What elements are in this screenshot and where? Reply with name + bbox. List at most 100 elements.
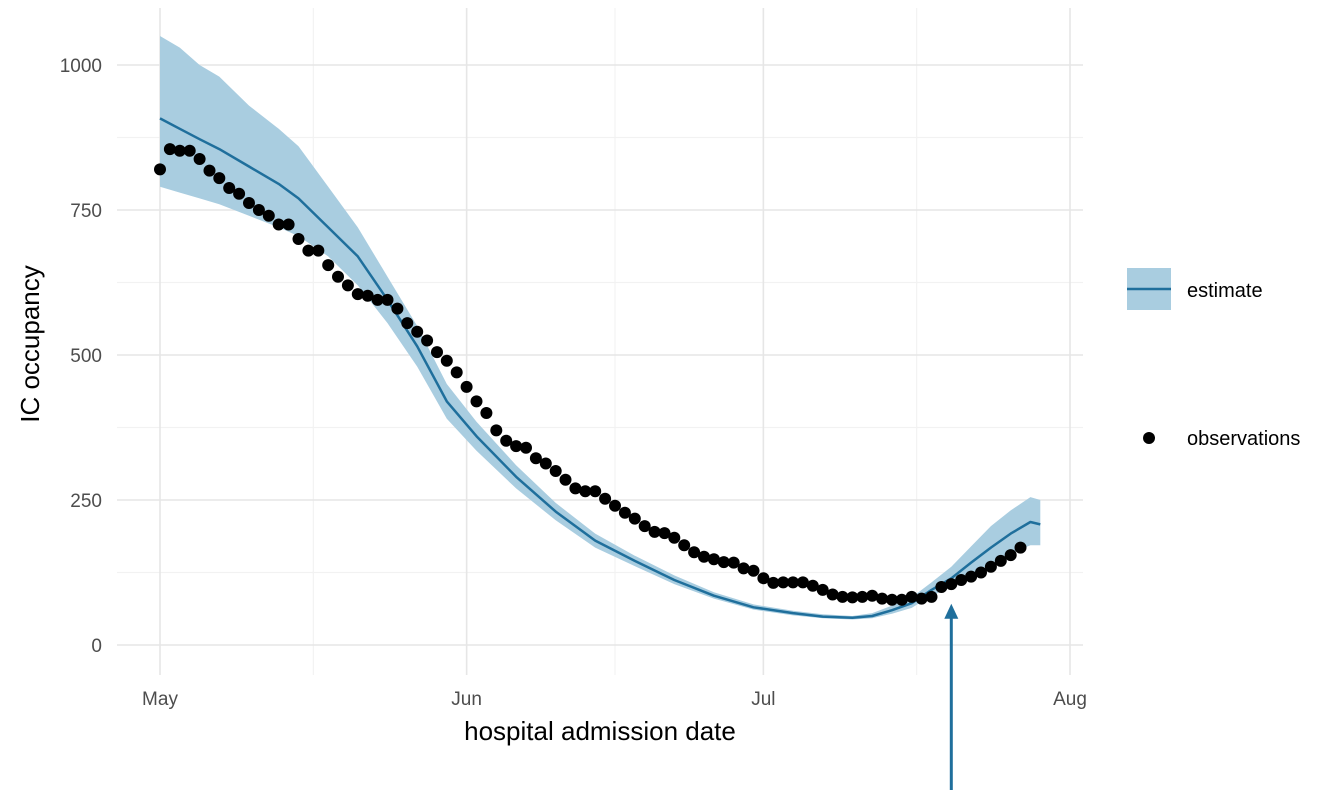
observation-point [658,527,671,540]
observation-point [272,218,285,231]
y-tick-label: 500 [70,346,102,367]
observation-point [243,197,255,209]
y-axis-title: IC occupancy [15,265,45,423]
observation-point [302,244,315,257]
observation-point [371,293,384,306]
observation-point [549,465,562,477]
legend-observations-label: observations [1187,428,1300,450]
observation-point [579,485,592,498]
observation-point [411,325,424,338]
annotation-arrow-head [944,603,959,619]
observation-point [233,187,246,200]
legend-item-estimate: estimate [1127,268,1263,310]
x-tick-label: May [142,689,178,710]
observation-point [757,572,770,585]
observation-point [183,144,196,157]
observation-point [351,288,364,301]
observation-point [965,570,978,583]
observation-points [154,143,1027,606]
observation-point [846,591,859,604]
observation-point [628,512,641,525]
observation-point [559,473,572,486]
observation-point [401,317,414,330]
observation-point [292,233,305,245]
observation-point [213,172,226,185]
observation-point [678,539,691,552]
observation-point [767,576,780,589]
observation-point [539,457,552,470]
observation-point [836,590,849,603]
observation-point [945,578,958,591]
observation-point [915,592,928,605]
observation-point [312,244,325,257]
observation-point [618,506,631,519]
observation-point [648,525,661,538]
observation-point [529,452,542,465]
observation-point [500,434,513,447]
observation-point [381,293,394,306]
observation-point [480,407,493,419]
observation-point [638,520,651,533]
observation-point [470,395,483,408]
observation-point [223,182,236,194]
observation-point [886,593,898,606]
observation-point [203,164,216,177]
observation-point [975,566,987,579]
observation-point [984,560,997,573]
estimate-band-layer [160,36,1041,620]
observation-point [569,482,582,495]
observation-point [994,554,1007,567]
observation-point [905,590,918,603]
observation-point [1014,541,1027,554]
observation-point [698,550,710,563]
observation-point [520,441,532,454]
y-tick-label: 750 [70,201,102,222]
observation-point [787,576,799,589]
observation-point [747,564,760,577]
estimate-uncertainty-band [160,36,1041,620]
observation-point [173,144,186,157]
x-tick-label: Jun [451,689,482,710]
observation-point [391,302,404,315]
observation-point [450,366,463,379]
observation-point [460,380,473,393]
observation-point [440,354,453,367]
y-tick-label: 250 [70,491,102,512]
observation-point [609,499,621,512]
x-tick-label: Jul [751,689,775,710]
x-axis-title: hospital admission date [464,716,736,746]
legend-observations-key [1143,432,1155,444]
y-axis-tick-labels: 0 250 500 750 1000 [60,56,102,657]
observation-point [737,562,750,575]
observation-point [955,574,968,586]
observation-point [856,590,869,603]
observation-point [154,163,166,176]
estimate-line-layer [159,117,1041,619]
observation-point [816,583,829,596]
observation-point [688,546,701,559]
observation-point [895,593,908,606]
observation-point [925,590,938,603]
observation-point [421,334,434,347]
observation-point [361,289,374,302]
observation-point [193,153,206,165]
observation-point [717,556,730,569]
observation-point [727,556,740,569]
legend: estimate observations [1127,268,1300,450]
observation-point [668,531,681,544]
observation-point [826,588,839,601]
major-gridlines [117,8,1083,675]
observation-point [332,270,344,283]
x-axis-tick-labels: May Jun Jul Aug [142,689,1087,710]
legend-estimate-label: estimate [1187,280,1263,302]
y-tick-label: 0 [91,636,102,657]
observation-point [806,579,819,592]
observation-point [796,576,809,589]
x-tick-label: Aug [1053,689,1087,710]
observation-point [707,553,720,566]
observation-point [866,589,879,602]
observation-point [589,485,602,498]
y-tick-label: 1000 [60,56,102,77]
observation-point [510,440,523,453]
observation-point [1004,549,1017,562]
